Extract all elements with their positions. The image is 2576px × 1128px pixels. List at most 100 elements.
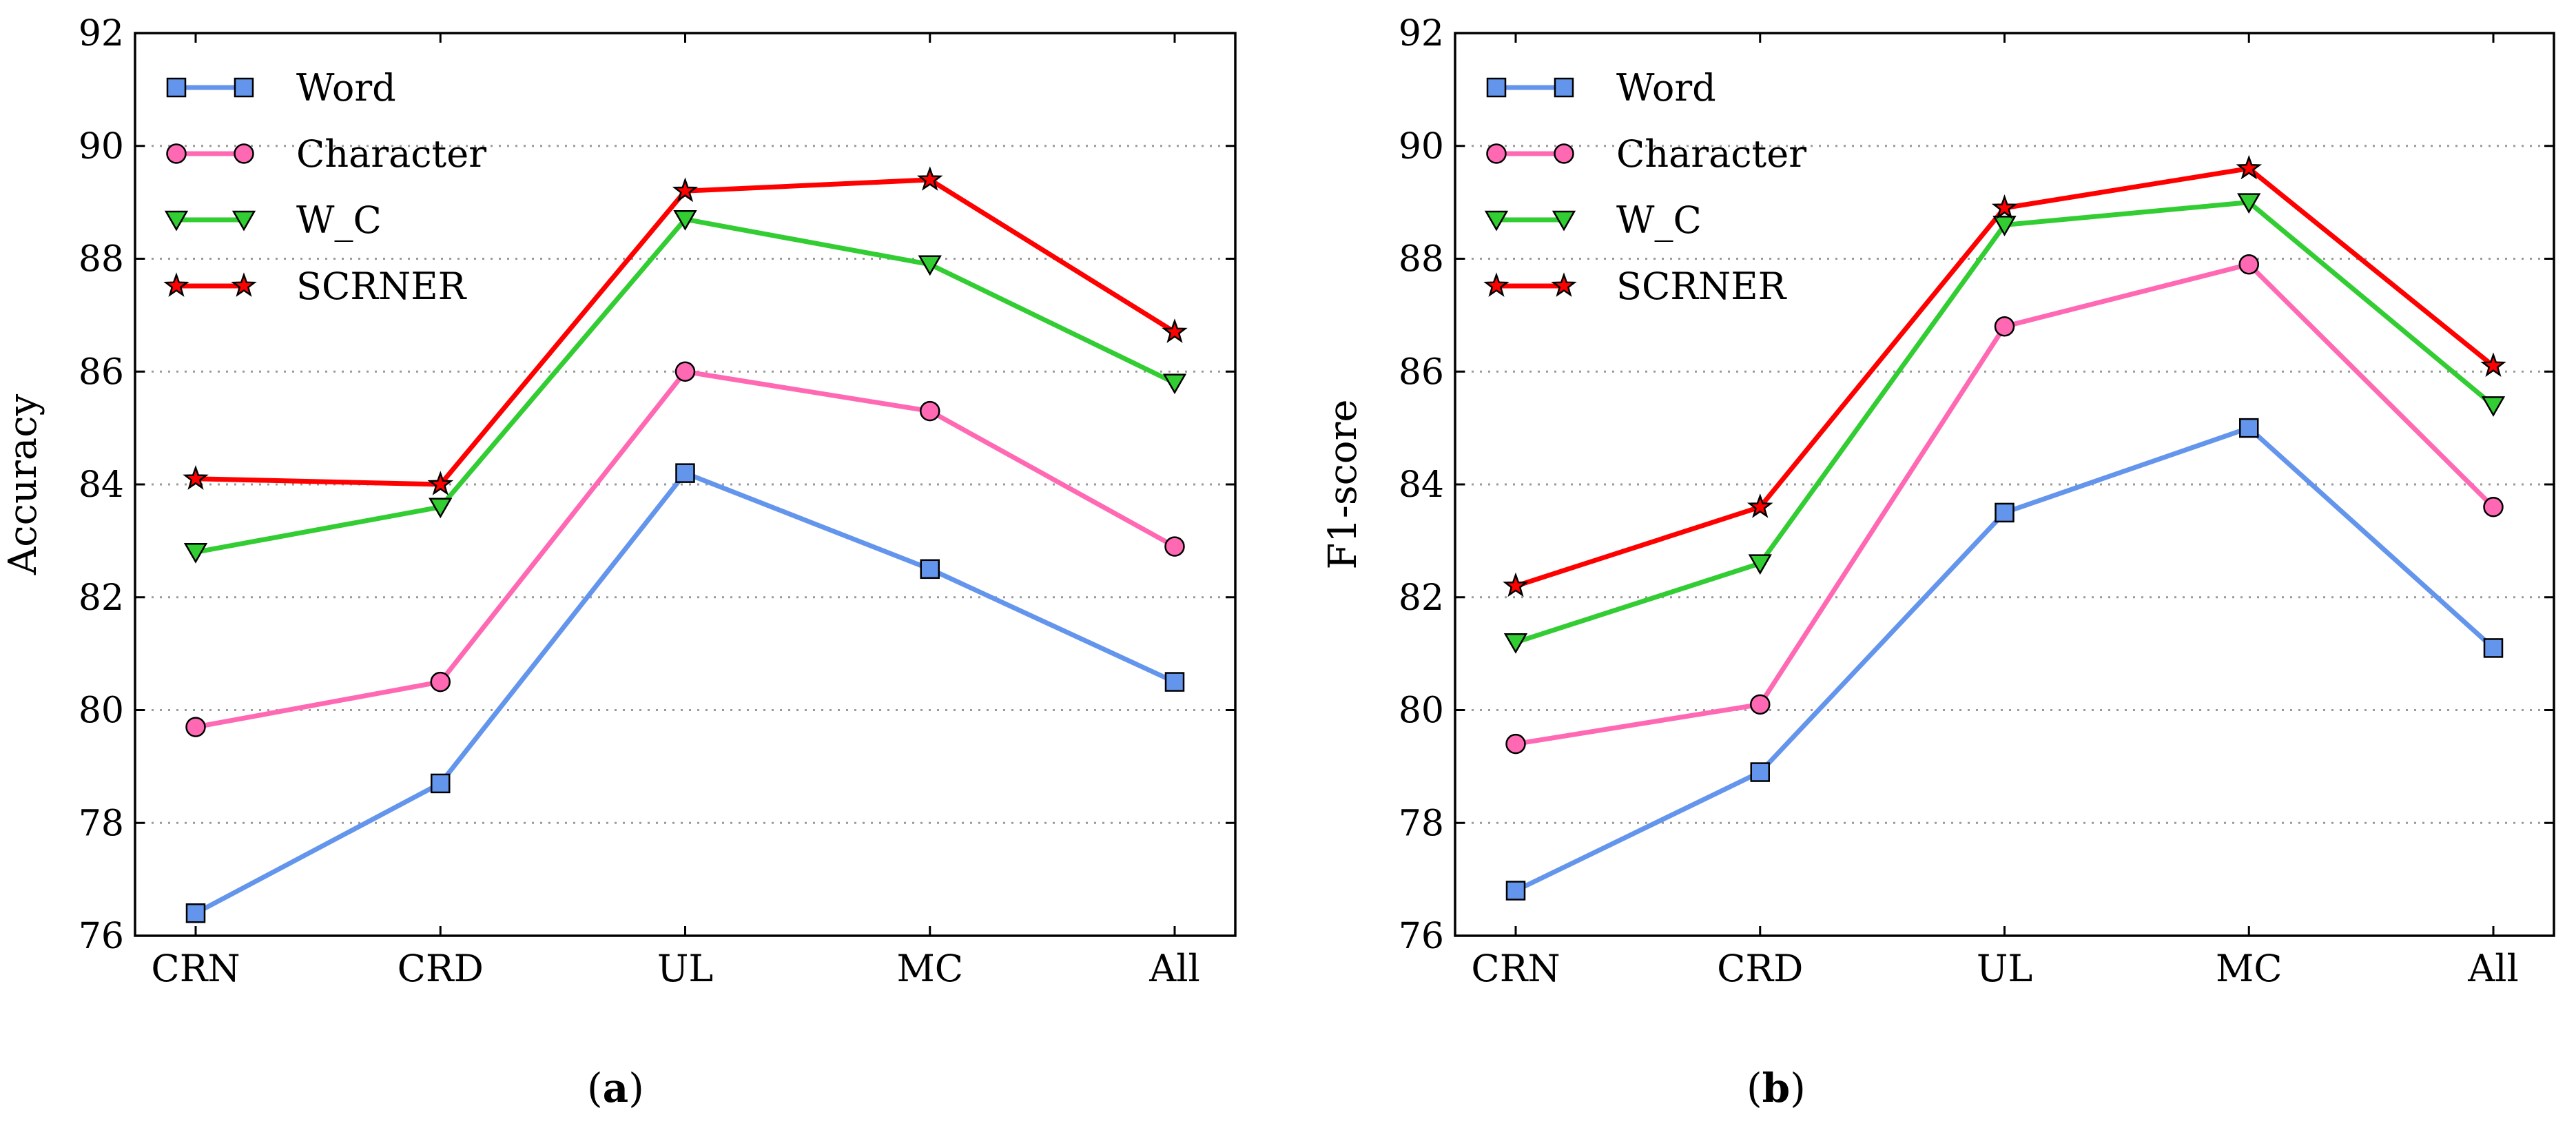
data-point-w_c [1503,633,1528,654]
data-point-word [920,559,940,580]
legend-label: W_C [296,198,382,242]
data-point-word [1505,881,1526,901]
x-tick-label: UL [1977,947,2032,990]
data-point-character [430,671,451,693]
y-tick-label: 86 [79,351,124,393]
y-tick-label: 90 [1399,126,1444,167]
y-tick-label: 82 [79,577,124,619]
panel-caption-a: (a) [587,1065,644,1111]
x-tick-label: CRD [398,947,484,990]
legend-marker [166,143,187,164]
y-tick-label: 80 [79,690,124,732]
y-axis-label: F1-score [1321,399,1366,569]
series-line-word [194,471,1176,916]
y-tick-label: 88 [79,239,124,280]
legend-marker [1486,77,1507,98]
data-point-w_c [183,543,208,564]
legend-marker [234,143,254,164]
legend-marker [1554,143,1574,164]
legend-marker [1484,210,1509,232]
data-point-w_c [1748,554,1772,575]
y-axis-label: Accuracy [1,393,45,575]
series-line-character [195,369,1176,730]
series-line-word [1514,425,2495,893]
x-tick-label: CRD [1717,947,1803,990]
data-point-scrner [427,471,454,495]
legend-marker [1552,210,1576,232]
legend-label: Word [296,66,396,110]
data-point-w_c [918,255,942,276]
panel-label-a: a [602,1065,629,1111]
y-tick-label: 92 [79,13,124,54]
data-point-w_c [673,209,697,231]
x-tick-label: All [2467,947,2519,990]
data-point-scrner [672,177,699,203]
data-point-w_c [1992,216,2017,236]
legend-label: SCRNER [296,265,467,308]
x-tick-label: All [1148,947,1200,990]
plot-frame [1454,32,2555,937]
x-tick-label: CRN [1471,947,1560,990]
y-tick-label: 78 [79,803,124,844]
y-tick-label: 80 [1399,690,1444,732]
data-point-w_c [429,498,453,519]
data-point-scrner [916,166,943,191]
data-point-character [1994,316,2015,337]
y-tick-label: 86 [1399,351,1444,393]
data-point-w_c [1162,373,1187,395]
y-tick-label: 84 [79,464,124,506]
chart-panel-a: 76 78 80 82 84 86 88 90 92 CRN CRD UL MC All Accuracy W… [1,13,1237,990]
data-point-word [1995,502,2015,523]
data-point-w_c [2237,193,2261,214]
legend-label: Character [1616,132,1806,176]
data-point-character [1164,536,1185,557]
data-point-word [1164,672,1185,692]
data-point-scrner [1991,194,2018,219]
legend-label: W_C [1616,198,1702,242]
legend-marker [163,272,189,297]
legend-label: SCRNER [1616,265,1787,308]
legend-marker [166,77,187,98]
data-point-word [2483,638,2504,658]
data-point-character [2483,497,2504,517]
x-tick-label: UL [657,947,713,990]
y-tick-label: 88 [1399,239,1444,280]
y-tick-label: 78 [1399,803,1444,844]
legend-marker [1551,272,1577,297]
x-tick-label: MC [896,947,963,990]
x-tick-label: CRN [151,947,240,990]
legend-marker [231,272,257,297]
data-point-scrner [2236,154,2263,180]
chart-panel-b: 76 78 80 82 84 86 88 90 92 CRN CRD UL MC All F1-score W… [1321,13,2555,990]
legend-marker [1483,272,1509,297]
y-tick-label: 90 [79,126,124,167]
data-point-character [920,400,940,422]
data-point-character [674,361,696,382]
data-point-character [1750,694,1771,715]
legend-marker [1486,143,1507,164]
y-tick-label: 92 [1399,13,1444,54]
data-point-word [185,903,206,923]
legend-marker [234,77,254,98]
panel-label-b: b [1762,1065,1791,1111]
data-point-character [185,717,206,737]
legend-label: Character [296,132,486,176]
y-tick-label: 76 [79,916,124,957]
panel-caption-b: (b) [1746,1065,1806,1111]
legend-marker [1554,77,1574,98]
legend-marker [164,210,189,232]
data-point-word [431,773,451,794]
x-tick-label: MC [2216,947,2283,990]
data-point-scrner [2480,352,2506,377]
data-point-word [1750,762,1770,782]
plot-frame [134,32,1237,937]
y-tick-label: 76 [1399,916,1444,957]
data-point-scrner [183,465,209,490]
data-point-w_c [2481,396,2506,417]
data-point-character [2238,254,2259,275]
y-tick-label: 82 [1399,577,1444,619]
data-point-word [675,463,695,483]
data-point-scrner [1162,318,1188,343]
data-point-word [2239,418,2259,438]
